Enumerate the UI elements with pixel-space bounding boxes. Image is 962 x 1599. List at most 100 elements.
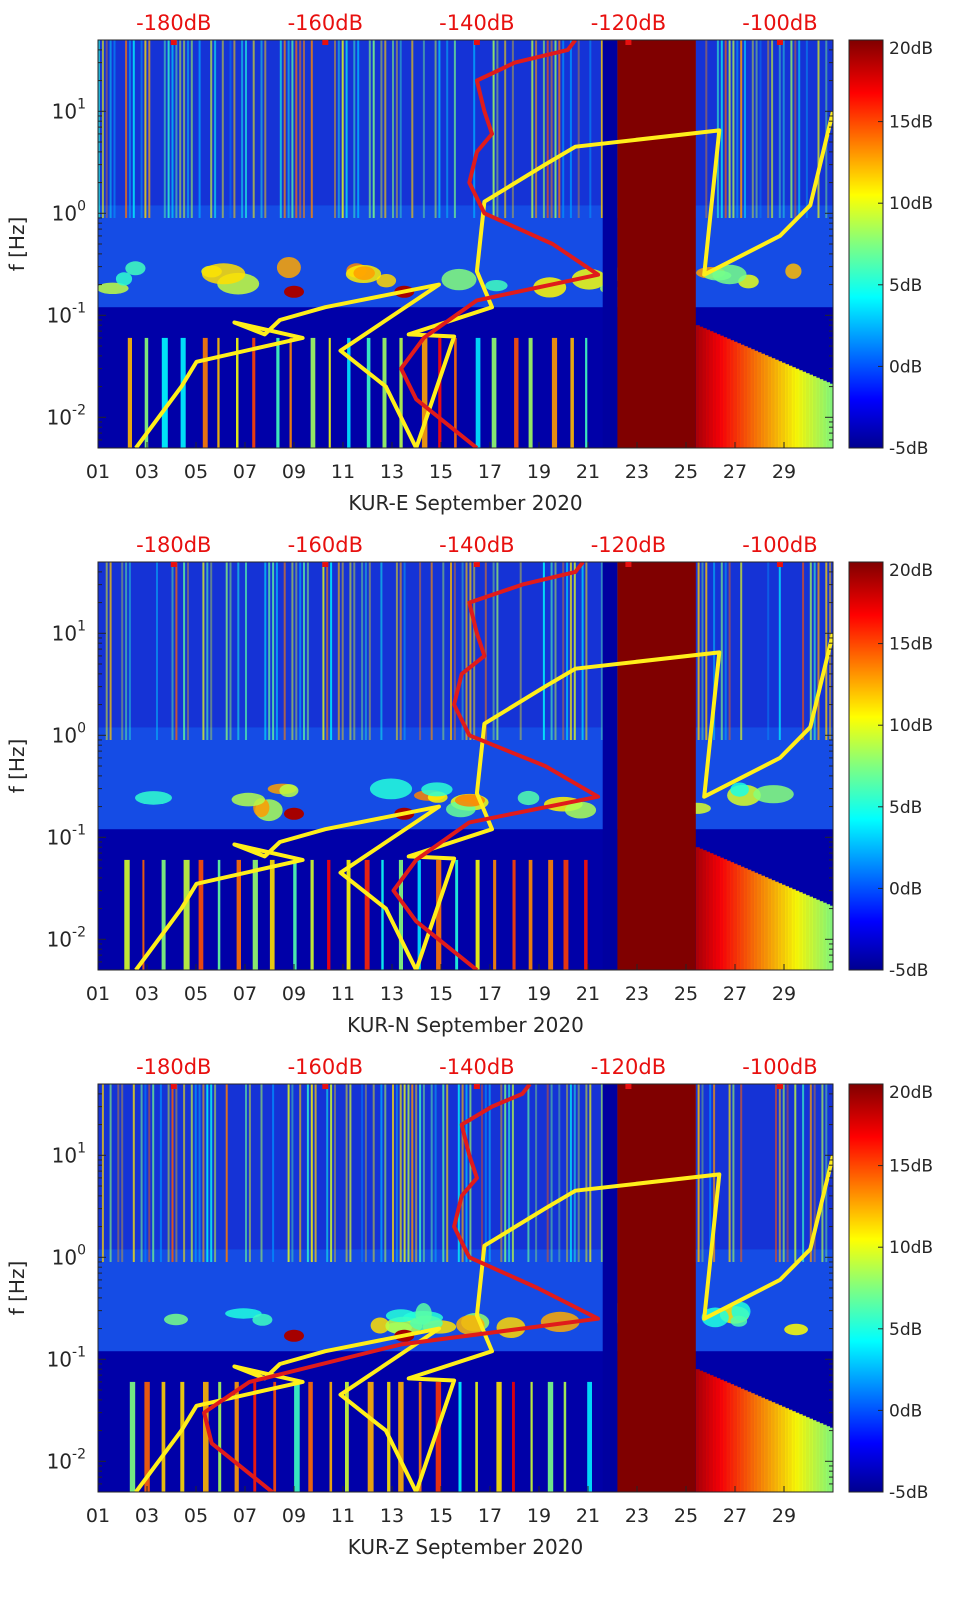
top-axis-tick-label: -160dB	[288, 11, 363, 35]
red-line	[202, 1084, 601, 1492]
x-tick-label: 19	[527, 983, 551, 1005]
top-axis-tick-mark	[322, 40, 329, 45]
spectrogram-image	[98, 562, 833, 970]
colorbar	[848, 561, 884, 971]
spectrogram-panel: 01 03 05 07 09 11 13 15 17 19 21 23 25 27 29 KUR-Z Sept…	[5, 1055, 933, 1559]
x-tick-label: 25	[674, 461, 698, 483]
top-axis-tick-mark	[322, 562, 329, 567]
y-tick-label: 10-1	[47, 822, 86, 849]
colorbar-tick-label: 0dB	[889, 1401, 922, 1421]
top-axis-tick-label: -120dB	[591, 11, 666, 35]
x-tick-label: 05	[184, 461, 208, 483]
x-tick-label: 15	[429, 461, 453, 483]
x-tick-label: 15	[429, 1505, 453, 1527]
y-tick-label: 100	[52, 1242, 86, 1269]
top-axis-tick-label: -100dB	[742, 1055, 817, 1079]
top-axis-tick-label: -100dB	[742, 533, 817, 557]
x-tick-label: 19	[527, 1505, 551, 1527]
top-axis-tick-mark	[776, 40, 783, 45]
top-axis-tick-label: -180dB	[136, 11, 211, 35]
x-tick-label: 09	[282, 1505, 306, 1527]
y-axis-label: f [Hz]	[5, 739, 29, 794]
top-axis-tick-label: -140dB	[439, 533, 514, 557]
spectrogram-panel: 01 03 05 07 09 11 13 15 17 19 21 23 25 27 29 KUR-N Sept…	[5, 533, 933, 1037]
data-gap	[602, 562, 618, 970]
top-axis-tick-mark	[625, 562, 632, 567]
x-tick-label: 27	[723, 983, 747, 1005]
x-tick-label: 13	[380, 1505, 404, 1527]
x-tick-label: 11	[331, 983, 355, 1005]
x-tick-label: 29	[772, 983, 796, 1005]
colorbar-tick-label: 15dB	[889, 635, 933, 655]
y-axis-label: f [Hz]	[5, 1261, 29, 1316]
colorbar-tick-label: 10dB	[889, 194, 933, 214]
y-tick-label: 100	[52, 198, 86, 225]
colorbar-tick-label: -5dB	[889, 439, 928, 459]
x-tick-label: 01	[86, 461, 110, 483]
spectrogram-panel: 01 03 05 07 09 11 13 15 17 19 21 23 25 27 29 KUR-E Sept…	[5, 11, 933, 515]
x-tick-label: 13	[380, 983, 404, 1005]
top-axis-tick-mark	[322, 1084, 329, 1089]
top-axis-tick-label: -140dB	[439, 1055, 514, 1079]
colorbar-tick-label: 5dB	[889, 798, 922, 818]
colorbar-tick-label: 0dB	[889, 357, 922, 377]
x-tick-label: 03	[135, 983, 159, 1005]
saturated-block	[617, 1084, 696, 1492]
x-tick-label: 07	[233, 461, 257, 483]
x-tick-label: 03	[135, 1505, 159, 1527]
colorbar	[848, 39, 884, 449]
data-gap	[602, 1084, 618, 1492]
x-tick-label: 09	[282, 461, 306, 483]
saturated-block	[617, 562, 696, 970]
colorbar-tick-label: 20dB	[889, 1083, 933, 1103]
colorbar-tick-label: 5dB	[889, 276, 922, 296]
x-tick-label: 11	[331, 461, 355, 483]
colorbar-tick-label: 20dB	[889, 561, 933, 581]
saturated-block	[617, 40, 696, 448]
x-axis-label: KUR-N September 2020	[347, 1013, 584, 1037]
top-axis-tick-mark	[473, 562, 480, 567]
y-tick-label: 10-1	[47, 300, 86, 327]
colorbar-tick-label: 10dB	[889, 1238, 933, 1258]
yellow-line	[134, 632, 833, 970]
x-axis-label: KUR-Z September 2020	[348, 1535, 583, 1559]
x-tick-label: 03	[135, 461, 159, 483]
x-tick-label: 23	[625, 1505, 649, 1527]
y-tick-label: 10-2	[47, 1446, 86, 1473]
top-axis-tick-label: -120dB	[591, 533, 666, 557]
yellow-line	[134, 1154, 833, 1492]
x-tick-label: 27	[723, 1505, 747, 1527]
x-tick-label: 29	[772, 1505, 796, 1527]
top-axis-tick-mark	[170, 40, 177, 45]
x-tick-label: 05	[184, 983, 208, 1005]
spectrogram-image	[98, 1084, 833, 1492]
top-axis-tick-mark	[170, 562, 177, 567]
top-axis-tick-label: -180dB	[136, 533, 211, 557]
top-axis-tick-label: -160dB	[288, 533, 363, 557]
colorbar-tick-label: 10dB	[889, 716, 933, 736]
x-tick-label: 05	[184, 1505, 208, 1527]
spectrogram-image	[98, 40, 833, 448]
top-axis-tick-mark	[776, 1084, 783, 1089]
red-line	[391, 562, 601, 970]
top-axis-tick-mark	[473, 1084, 480, 1089]
y-axis-label: f [Hz]	[5, 217, 29, 272]
top-axis-tick-label: -140dB	[439, 11, 514, 35]
top-axis-tick-label: -120dB	[591, 1055, 666, 1079]
top-axis-tick-label: -100dB	[742, 11, 817, 35]
yellow-line	[134, 110, 833, 448]
x-tick-label: 19	[527, 461, 551, 483]
x-axis-label: KUR-E September 2020	[348, 491, 582, 515]
colorbar-tick-label: 20dB	[889, 39, 933, 59]
x-tick-label: 15	[429, 983, 453, 1005]
top-axis-tick-mark	[473, 40, 480, 45]
x-tick-label: 07	[233, 983, 257, 1005]
x-tick-label: 29	[772, 461, 796, 483]
y-tick-label: 10-1	[47, 1344, 86, 1371]
colorbar-tick-label: 15dB	[889, 113, 933, 133]
x-tick-label: 13	[380, 461, 404, 483]
x-tick-label: 07	[233, 1505, 257, 1527]
y-tick-label: 10-2	[47, 402, 86, 429]
x-tick-label: 09	[282, 983, 306, 1005]
